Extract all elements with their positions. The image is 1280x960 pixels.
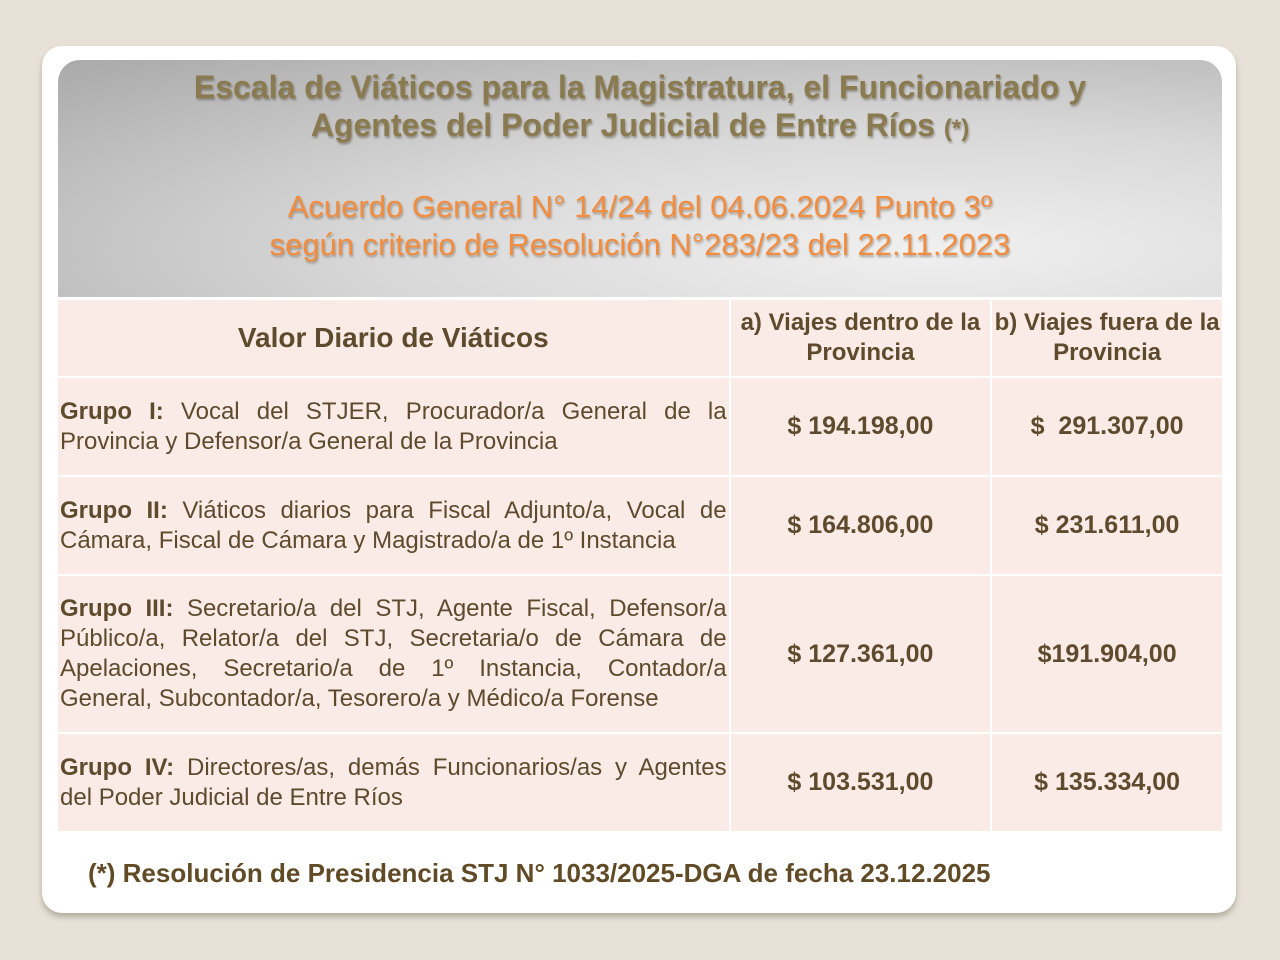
group-description: Grupo II: Viáticos diarios para Fiscal A… <box>56 475 731 576</box>
column-header: Valor Diario de Viáticos <box>56 298 731 378</box>
column-header: a) Viajes dentro de la Provincia <box>728 298 993 378</box>
table-row: Grupo III: Secretario/a del STJ, Agente … <box>56 574 1224 734</box>
table-row: Grupo IV: Directores/as, demás Funcionar… <box>56 732 1224 833</box>
viaticos-table: Valor Diario de Viáticos a) Viajes dentr… <box>56 298 1224 833</box>
table-row: Grupo II: Viáticos diarios para Fiscal A… <box>56 475 1224 576</box>
title-footnote-mark: (*) <box>943 115 970 142</box>
table-header-row: Valor Diario de Viáticos a) Viajes dentr… <box>56 298 1224 378</box>
value-outside: $ 291.307,00 <box>990 376 1224 477</box>
group-description: Grupo III: Secretario/a del STJ, Agente … <box>56 574 731 734</box>
title-line-2: Agentes del Poder Judicial de Entre Ríos <box>310 107 935 143</box>
value-inside: $ 164.806,00 <box>728 475 993 576</box>
value-inside: $ 127.361,00 <box>728 574 993 734</box>
page-title: Escala de Viáticos para la Magistratura,… <box>58 68 1222 148</box>
value-inside: $ 103.531,00 <box>728 732 993 833</box>
title-line-1: Escala de Viáticos para la Magistratura,… <box>193 69 1087 105</box>
subtitle: Acuerdo General N° 14/24 del 04.06.2024 … <box>58 188 1222 264</box>
group-description: Grupo I: Vocal del STJER, Procurador/a G… <box>56 376 731 477</box>
column-header: b) Viajes fuera de la Provincia <box>990 298 1224 378</box>
subtitle-line-1: Acuerdo General N° 14/24 del 04.06.2024 … <box>287 189 993 224</box>
value-outside: $191.904,00 <box>990 574 1224 734</box>
subtitle-line-2: según criterio de Resolución N°283/23 de… <box>269 227 1011 262</box>
group-description: Grupo IV: Directores/as, demás Funcionar… <box>56 732 731 833</box>
value-outside: $ 135.334,00 <box>990 732 1224 833</box>
table-row: Grupo I: Vocal del STJER, Procurador/a G… <box>56 376 1224 477</box>
footnote: (*) Resolución de Presidencia STJ N° 103… <box>88 858 991 888</box>
value-outside: $ 231.611,00 <box>990 475 1224 576</box>
value-inside: $ 194.198,00 <box>728 376 993 477</box>
slide-header: Escala de Viáticos para la Magistratura,… <box>58 60 1222 297</box>
